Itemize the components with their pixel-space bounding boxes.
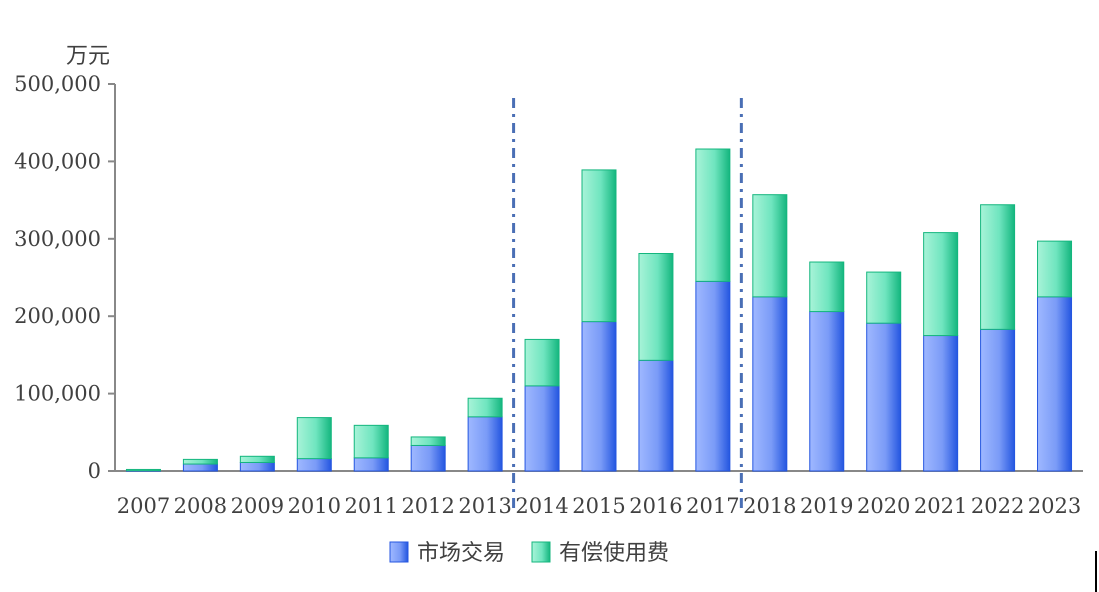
y-tick-label: 400,000 bbox=[14, 149, 101, 173]
y-tick-label: 100,000 bbox=[14, 382, 101, 406]
bar-paid-use-fee bbox=[923, 232, 959, 337]
x-axis: 2007 2008 2009 2010 2011 2012 2013 2014 2015 2016… bbox=[115, 470, 1083, 518]
bar-market-trade bbox=[353, 457, 389, 472]
x-tick-label: 2022 bbox=[971, 494, 1024, 518]
legend-swatch bbox=[531, 541, 551, 563]
x-tick-label: 2018 bbox=[743, 494, 796, 518]
y-axis-unit-label: 万元 bbox=[66, 44, 110, 69]
bar-paid-use-fee bbox=[524, 338, 560, 387]
bar-market-trade bbox=[581, 321, 617, 472]
legend-label: 市场交易 bbox=[417, 541, 505, 566]
bar-paid-use-fee bbox=[296, 417, 332, 460]
bar-paid-use-fee bbox=[752, 194, 788, 298]
bar-paid-use-fee bbox=[182, 458, 218, 465]
bar-paid-use-fee bbox=[980, 204, 1016, 330]
bar-paid-use-fee bbox=[695, 148, 731, 282]
x-tick-label: 2021 bbox=[914, 494, 967, 518]
x-tick-label: 2023 bbox=[1028, 494, 1081, 518]
bar-paid-use-fee bbox=[809, 261, 845, 313]
bar-paid-use-fee bbox=[239, 455, 275, 463]
bar-paid-use-fee bbox=[581, 169, 617, 323]
bar-paid-use-fee bbox=[410, 436, 446, 446]
x-tick-label: 2009 bbox=[231, 494, 284, 518]
bar-market-trade bbox=[296, 458, 332, 472]
x-tick-label: 2007 bbox=[117, 494, 170, 518]
bar-market-trade bbox=[809, 311, 845, 472]
x-tick-label: 2017 bbox=[686, 494, 739, 518]
bar-series-group bbox=[125, 148, 1073, 472]
x-tick-label: 2010 bbox=[288, 494, 341, 518]
bar-paid-use-fee bbox=[638, 253, 674, 361]
x-tick-label: 2019 bbox=[800, 494, 853, 518]
y-tick-label: 200,000 bbox=[14, 304, 101, 328]
bar-market-trade bbox=[695, 280, 731, 472]
y-tick-label: 300,000 bbox=[14, 227, 101, 251]
y-axis: 0 100,000 200,000 300,000 400,000 500,000 bbox=[14, 72, 116, 483]
bar-market-trade bbox=[239, 461, 275, 472]
bar-market-trade bbox=[410, 444, 446, 472]
bar-market-trade bbox=[638, 359, 674, 472]
x-tick-label: 2015 bbox=[572, 494, 625, 518]
bar-paid-use-fee bbox=[1037, 240, 1073, 298]
x-tick-label: 2008 bbox=[174, 494, 227, 518]
bar-paid-use-fee bbox=[866, 271, 902, 324]
bar-market-trade bbox=[182, 463, 218, 472]
bar-paid-use-fee bbox=[467, 397, 503, 418]
bar-market-trade bbox=[752, 296, 788, 472]
bar-market-trade bbox=[980, 328, 1016, 472]
y-tick-label: 500,000 bbox=[14, 72, 101, 96]
bar-market-trade bbox=[1037, 296, 1073, 472]
bar-market-trade bbox=[866, 322, 902, 472]
x-tick-label: 2014 bbox=[515, 494, 568, 518]
bar-market-trade bbox=[923, 335, 959, 472]
legend-label: 有偿使用费 bbox=[559, 541, 669, 566]
bar-market-trade bbox=[467, 416, 503, 472]
bar-paid-use-fee bbox=[353, 424, 389, 459]
x-tick-label: 2013 bbox=[458, 494, 511, 518]
legend-swatch bbox=[389, 541, 409, 563]
period-dividers bbox=[512, 98, 743, 512]
x-tick-label: 2012 bbox=[401, 494, 454, 518]
text-cursor bbox=[1095, 551, 1097, 592]
x-tick-label: 2020 bbox=[857, 494, 910, 518]
y-tick-label: 0 bbox=[88, 459, 101, 483]
bar-paid-use-fee bbox=[125, 468, 161, 472]
bar-market-trade bbox=[524, 385, 560, 472]
x-tick-label: 2011 bbox=[345, 494, 398, 518]
x-tick-label: 2016 bbox=[629, 494, 682, 518]
legend: 市场交易 有偿使用费 bbox=[389, 541, 669, 566]
